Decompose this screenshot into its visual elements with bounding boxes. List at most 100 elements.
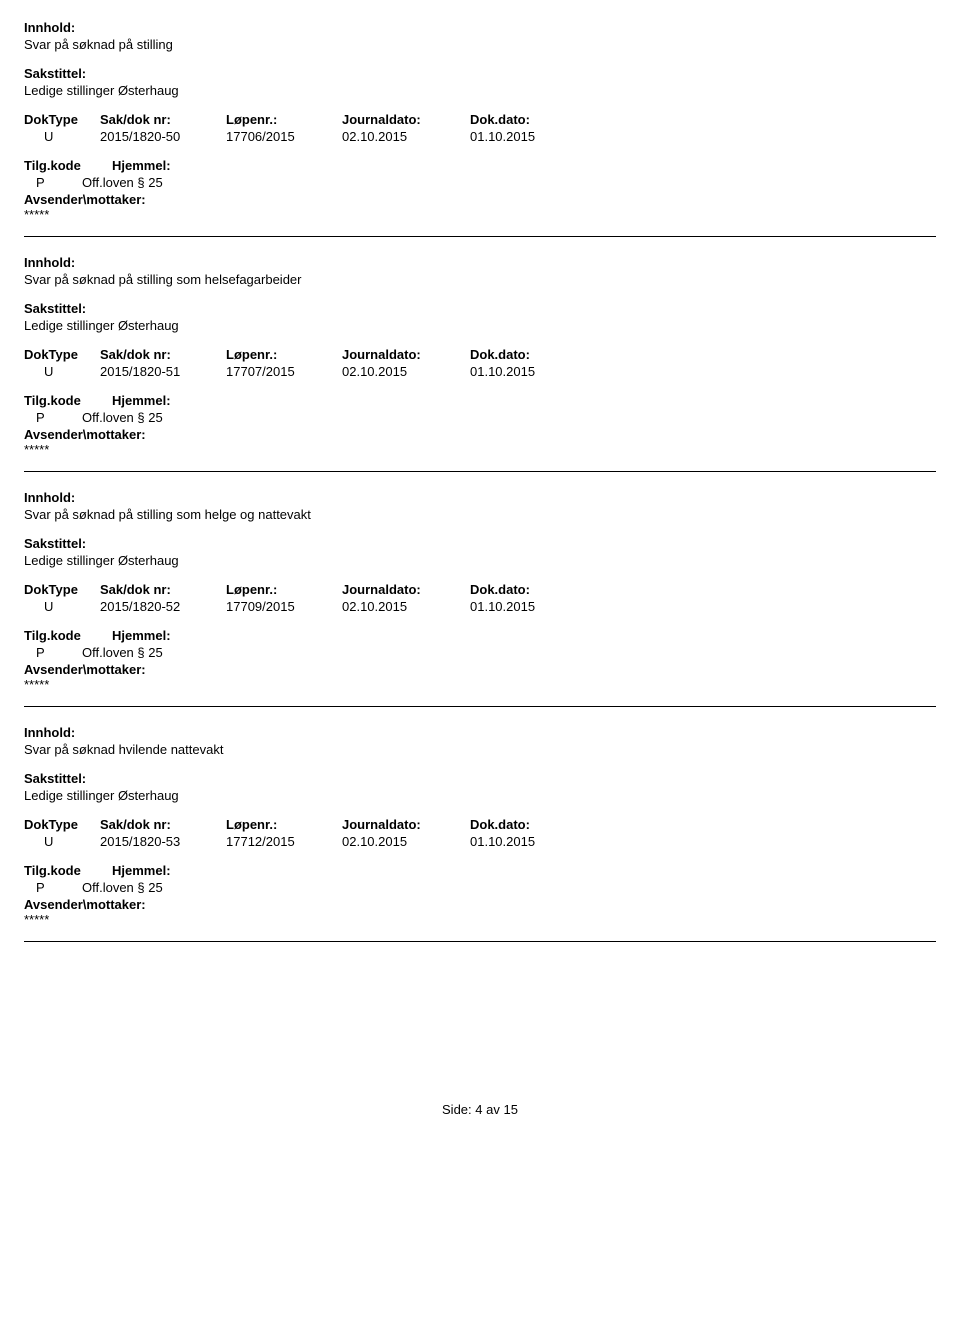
avsender-label: Avsender\mottaker: [24,897,936,912]
sakstittel-label: Sakstittel: [24,301,936,316]
journaldato-value: 02.10.2015 [342,599,470,614]
dokdato-header: Dok.dato: [470,582,590,597]
lopenr-value: 17707/2015 [226,364,342,379]
avsender-label: Avsender\mottaker: [24,427,936,442]
footer-sep: av [486,1102,500,1117]
journaldato-value: 02.10.2015 [342,364,470,379]
avsender-label: Avsender\mottaker: [24,662,936,677]
doktype-value: U [24,129,100,144]
avsender-value: ***** [24,912,936,927]
sakstittel-label: Sakstittel: [24,771,936,786]
ph-row: P Off.loven § 25 [24,880,936,895]
tilg-row: Tilg.kode Hjemmel: [24,628,936,643]
tilgkode-label: Tilg.kode [24,393,112,408]
tilgkode-value: P [24,645,82,660]
value-row: U 2015/1820-53 17712/2015 02.10.2015 01.… [24,834,936,849]
sakstittel-value: Ledige stillinger Østerhaug [24,318,936,333]
journaldato-value: 02.10.2015 [342,834,470,849]
sakstittel-value: Ledige stillinger Østerhaug [24,788,936,803]
dokdato-value: 01.10.2015 [470,599,590,614]
value-row: U 2015/1820-51 17707/2015 02.10.2015 01.… [24,364,936,379]
journal-entry: Innhold: Svar på søknad på stilling som … [24,490,936,692]
innhold-label: Innhold: [24,725,936,740]
entry-divider [24,706,936,707]
header-row: DokType Sak/dok nr: Løpenr.: Journaldato… [24,582,936,597]
entry-divider [24,941,936,942]
doktype-header: DokType [24,112,100,127]
innhold-value: Svar på søknad hvilende nattevakt [24,742,936,757]
footer-total: 15 [504,1102,518,1117]
journal-entry: Innhold: Svar på søknad hvilende natteva… [24,725,936,927]
sakdok-header: Sak/dok nr: [100,112,226,127]
innhold-label: Innhold: [24,490,936,505]
sakdok-value: 2015/1820-53 [100,834,226,849]
doktype-value: U [24,364,100,379]
journaldato-header: Journaldato: [342,347,470,362]
journaldato-header: Journaldato: [342,112,470,127]
value-row: U 2015/1820-52 17709/2015 02.10.2015 01.… [24,599,936,614]
journaldato-header: Journaldato: [342,817,470,832]
entry-divider [24,471,936,472]
tilgkode-value: P [24,175,82,190]
lopenr-value: 17709/2015 [226,599,342,614]
journaldato-value: 02.10.2015 [342,129,470,144]
value-row: U 2015/1820-50 17706/2015 02.10.2015 01.… [24,129,936,144]
ph-row: P Off.loven § 25 [24,175,936,190]
avsender-value: ***** [24,442,936,457]
sakdok-header: Sak/dok nr: [100,817,226,832]
dokdato-header: Dok.dato: [470,817,590,832]
lopenr-header: Løpenr.: [226,112,342,127]
avsender-value: ***** [24,207,936,222]
footer-current: 4 [475,1102,482,1117]
tilgkode-label: Tilg.kode [24,863,112,878]
footer-prefix: Side: [442,1102,472,1117]
doktype-header: DokType [24,347,100,362]
tilg-row: Tilg.kode Hjemmel: [24,393,936,408]
lopenr-header: Løpenr.: [226,817,342,832]
tilgkode-value: P [24,880,82,895]
dokdato-header: Dok.dato: [470,112,590,127]
sakstittel-value: Ledige stillinger Østerhaug [24,553,936,568]
entry-divider [24,236,936,237]
hjemmel-value: Off.loven § 25 [82,645,163,660]
hjemmel-label: Hjemmel: [112,158,171,173]
sakstittel-label: Sakstittel: [24,536,936,551]
lopenr-header: Løpenr.: [226,347,342,362]
ph-row: P Off.loven § 25 [24,645,936,660]
avsender-label: Avsender\mottaker: [24,192,936,207]
sakstittel-label: Sakstittel: [24,66,936,81]
sakstittel-value: Ledige stillinger Østerhaug [24,83,936,98]
avsender-value: ***** [24,677,936,692]
sakdok-value: 2015/1820-51 [100,364,226,379]
tilgkode-label: Tilg.kode [24,628,112,643]
doktype-header: DokType [24,582,100,597]
header-row: DokType Sak/dok nr: Løpenr.: Journaldato… [24,347,936,362]
tilg-row: Tilg.kode Hjemmel: [24,863,936,878]
hjemmel-value: Off.loven § 25 [82,410,163,425]
innhold-value: Svar på søknad på stilling som helsefaga… [24,272,936,287]
innhold-value: Svar på søknad på stilling som helge og … [24,507,936,522]
hjemmel-label: Hjemmel: [112,863,171,878]
tilg-row: Tilg.kode Hjemmel: [24,158,936,173]
doktype-header: DokType [24,817,100,832]
page-footer: Side: 4 av 15 [24,1102,936,1117]
header-row: DokType Sak/dok nr: Løpenr.: Journaldato… [24,817,936,832]
doktype-value: U [24,599,100,614]
dokdato-value: 01.10.2015 [470,129,590,144]
lopenr-value: 17706/2015 [226,129,342,144]
journal-entry: Innhold: Svar på søknad på stilling Saks… [24,20,936,222]
innhold-label: Innhold: [24,20,936,35]
doktype-value: U [24,834,100,849]
ph-row: P Off.loven § 25 [24,410,936,425]
hjemmel-label: Hjemmel: [112,393,171,408]
dokdato-header: Dok.dato: [470,347,590,362]
sakdok-header: Sak/dok nr: [100,347,226,362]
sakdok-header: Sak/dok nr: [100,582,226,597]
hjemmel-value: Off.loven § 25 [82,880,163,895]
innhold-label: Innhold: [24,255,936,270]
tilgkode-label: Tilg.kode [24,158,112,173]
hjemmel-value: Off.loven § 25 [82,175,163,190]
header-row: DokType Sak/dok nr: Løpenr.: Journaldato… [24,112,936,127]
hjemmel-label: Hjemmel: [112,628,171,643]
sakdok-value: 2015/1820-52 [100,599,226,614]
